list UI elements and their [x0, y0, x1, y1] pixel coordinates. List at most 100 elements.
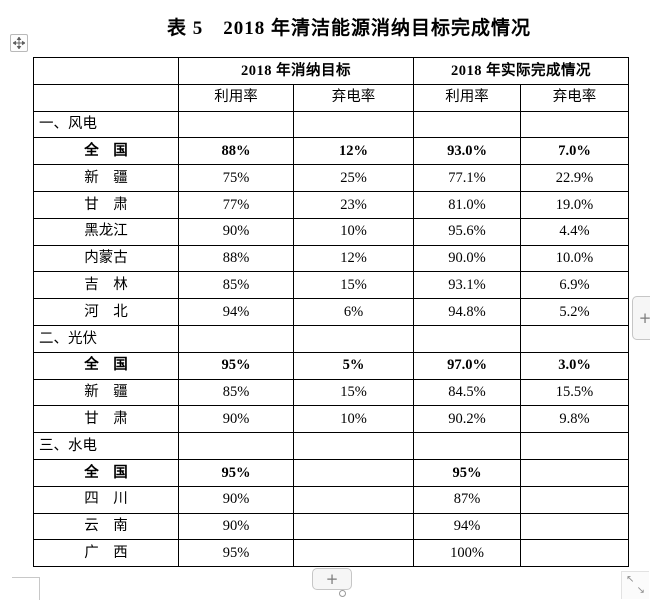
value-cell[interactable]: 12% [293, 244, 414, 273]
row-label-cell[interactable]: 一、风电 [33, 110, 179, 139]
value-cell[interactable]: 9.8% [520, 405, 629, 434]
value-cell[interactable] [178, 324, 294, 353]
value-cell[interactable]: 94% [413, 512, 521, 541]
value-cell[interactable]: 77% [178, 190, 294, 219]
table-resize-handle[interactable]: ↖ ↘ [621, 571, 649, 599]
value-cell[interactable] [520, 432, 629, 460]
value-cell[interactable] [520, 110, 629, 139]
value-cell[interactable] [293, 432, 414, 460]
value-cell[interactable]: 90% [178, 217, 294, 246]
value-cell[interactable]: 77.1% [413, 164, 521, 192]
value-cell[interactable]: 22.9% [520, 164, 629, 192]
value-cell[interactable] [293, 110, 414, 139]
value-cell[interactable]: 75% [178, 164, 294, 192]
subheader-utilization-actual[interactable]: 利用率 [413, 83, 521, 112]
value-cell[interactable]: 90% [178, 512, 294, 541]
row-label-cell[interactable]: 云 南 [33, 512, 179, 541]
value-cell[interactable]: 95% [413, 458, 521, 487]
value-cell[interactable]: 25% [293, 164, 414, 192]
row-label-cell[interactable]: 三、水电 [33, 432, 179, 460]
value-cell[interactable]: 87% [413, 485, 521, 514]
value-cell[interactable]: 7.0% [520, 137, 629, 166]
value-cell[interactable]: 15% [293, 271, 414, 300]
value-cell[interactable] [520, 539, 629, 568]
value-cell[interactable] [178, 110, 294, 139]
value-cell[interactable] [293, 458, 414, 487]
value-cell[interactable] [520, 458, 629, 487]
value-cell[interactable] [520, 512, 629, 541]
value-cell[interactable]: 15.5% [520, 378, 629, 407]
subheader-utilization-target[interactable]: 利用率 [178, 83, 294, 112]
header-target-group[interactable]: 2018 年消纳目标 [178, 57, 414, 85]
value-cell[interactable]: 19.0% [520, 190, 629, 219]
value-cell[interactable]: 81.0% [413, 190, 521, 219]
row-label-cell[interactable]: 广 西 [33, 539, 179, 568]
value-cell[interactable]: 6.9% [520, 271, 629, 300]
value-cell[interactable] [520, 485, 629, 514]
value-cell[interactable]: 10% [293, 217, 414, 246]
value-cell[interactable]: 90.0% [413, 244, 521, 273]
value-cell[interactable] [520, 324, 629, 353]
value-cell[interactable] [293, 485, 414, 514]
value-cell[interactable]: 84.5% [413, 378, 521, 407]
value-cell[interactable] [293, 512, 414, 541]
value-cell[interactable]: 3.0% [520, 351, 629, 380]
value-cell[interactable]: 88% [178, 244, 294, 273]
value-cell[interactable] [178, 432, 294, 460]
value-cell[interactable]: 88% [178, 137, 294, 166]
value-cell[interactable]: 90% [178, 405, 294, 434]
value-cell[interactable]: 10% [293, 405, 414, 434]
value-cell[interactable]: 85% [178, 378, 294, 407]
energy-consumption-table: 2018 年消纳目标 2018 年实际完成情况 利用率 弃电率 利用率 弃电率 … [33, 57, 629, 568]
value-cell[interactable]: 23% [293, 190, 414, 219]
row-label-cell[interactable]: 河 北 [33, 298, 179, 326]
row-label-cell[interactable]: 全 国 [33, 351, 179, 380]
header-actual-group[interactable]: 2018 年实际完成情况 [413, 57, 629, 85]
value-cell[interactable]: 95% [178, 351, 294, 380]
row-label-cell[interactable]: 甘 肃 [33, 190, 179, 219]
row-label-cell[interactable]: 二、光伏 [33, 324, 179, 353]
subheader-curtailment-target[interactable]: 弃电率 [293, 83, 414, 112]
row-label-cell[interactable]: 内蒙古 [33, 244, 179, 273]
value-cell[interactable] [413, 324, 521, 353]
value-cell[interactable]: 90% [178, 485, 294, 514]
value-cell[interactable]: 5.2% [520, 298, 629, 326]
value-cell[interactable]: 94.8% [413, 298, 521, 326]
row-label-cell[interactable]: 甘 肃 [33, 405, 179, 434]
row-label-cell[interactable]: 黑龙江 [33, 217, 179, 246]
value-cell[interactable] [293, 324, 414, 353]
value-cell[interactable]: 12% [293, 137, 414, 166]
value-cell[interactable]: 6% [293, 298, 414, 326]
value-cell[interactable]: 93.1% [413, 271, 521, 300]
add-row-button[interactable]: + [312, 568, 352, 590]
row-label-cell[interactable]: 新 疆 [33, 164, 179, 192]
row-label-cell[interactable]: 吉 林 [33, 271, 179, 300]
value-cell[interactable]: 94% [178, 298, 294, 326]
row-label-cell[interactable]: 全 国 [33, 137, 179, 166]
value-cell[interactable]: 10.0% [520, 244, 629, 273]
row-label-cell[interactable]: 新 疆 [33, 378, 179, 407]
row-label-cell[interactable]: 全 国 [33, 458, 179, 487]
value-cell[interactable]: 93.0% [413, 137, 521, 166]
row-label-cell[interactable]: 四 川 [33, 485, 179, 514]
data-row: 内蒙古 88% 12% 90.0% 10.0% [33, 244, 629, 273]
value-cell[interactable]: 90.2% [413, 405, 521, 434]
value-cell[interactable] [413, 110, 521, 139]
table-title: 表 5 2018 年清洁能源消纳目标完成情况 [166, 18, 531, 39]
corner-cell[interactable] [33, 57, 179, 85]
add-column-button[interactable]: + [632, 296, 650, 340]
value-cell[interactable]: 95% [178, 539, 294, 568]
corner-cell[interactable] [33, 83, 179, 112]
value-cell[interactable]: 15% [293, 378, 414, 407]
table-move-handle[interactable] [10, 34, 28, 52]
value-cell[interactable] [293, 539, 414, 568]
value-cell[interactable] [413, 432, 521, 460]
value-cell[interactable]: 4.4% [520, 217, 629, 246]
value-cell[interactable]: 97.0% [413, 351, 521, 380]
value-cell[interactable]: 95.6% [413, 217, 521, 246]
value-cell[interactable]: 5% [293, 351, 414, 380]
subheader-curtailment-actual[interactable]: 弃电率 [520, 83, 629, 112]
value-cell[interactable]: 100% [413, 539, 521, 568]
value-cell[interactable]: 95% [178, 458, 294, 487]
value-cell[interactable]: 85% [178, 271, 294, 300]
